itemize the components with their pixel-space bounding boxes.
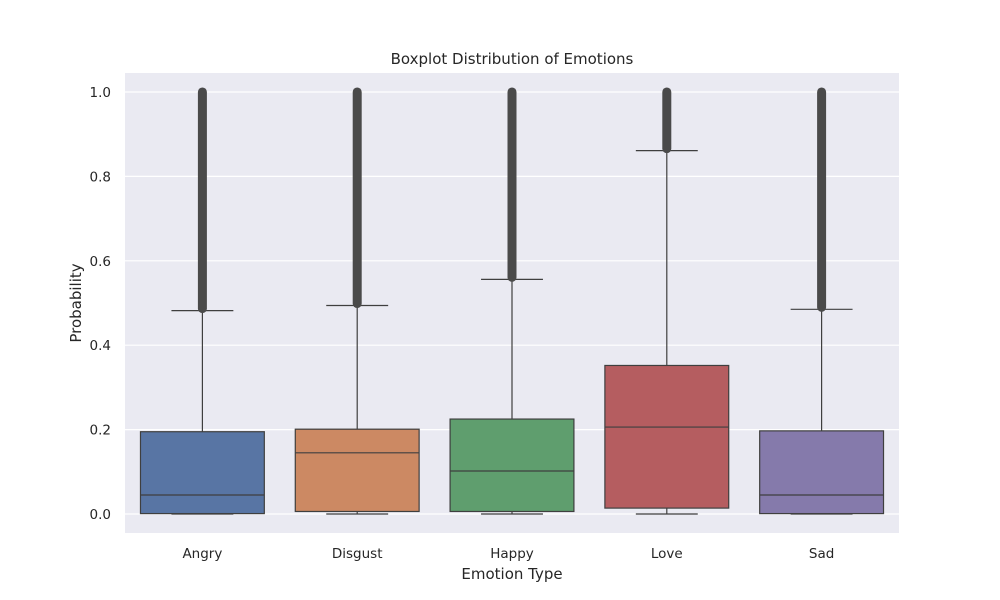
iqr-box bbox=[449, 418, 575, 513]
y-axis-ticks: 0.0 0.2 0.4 0.6 0.8 1.0 bbox=[90, 85, 111, 523]
iqr-box bbox=[139, 431, 265, 515]
x-tick-label: Angry bbox=[182, 546, 222, 562]
box-love bbox=[604, 87, 730, 515]
x-tick-label: Disgust bbox=[332, 546, 383, 562]
x-tick-label: Sad bbox=[809, 546, 834, 562]
chart-title: Boxplot Distribution of Emotions bbox=[391, 50, 634, 68]
x-tick-label: Happy bbox=[490, 546, 534, 562]
box-disgust bbox=[294, 87, 420, 515]
box-happy bbox=[449, 87, 575, 515]
y-tick-label: 0.2 bbox=[90, 423, 111, 439]
y-axis-title: Probability bbox=[67, 263, 85, 342]
iqr-box bbox=[604, 364, 730, 509]
box-sad bbox=[759, 87, 885, 515]
y-tick-label: 1.0 bbox=[90, 85, 111, 101]
y-tick-label: 0.8 bbox=[90, 169, 111, 185]
y-tick-label: 0.0 bbox=[90, 507, 111, 523]
iqr-box bbox=[759, 430, 885, 515]
box-angry bbox=[139, 87, 265, 515]
iqr-box bbox=[294, 428, 420, 513]
y-tick-label: 0.4 bbox=[90, 338, 111, 354]
x-tick-label: Love bbox=[651, 546, 683, 562]
x-axis-title: Emotion Type bbox=[461, 565, 562, 583]
boxes-layer bbox=[139, 87, 885, 515]
x-axis-ticks: Angry Disgust Happy Love Sad bbox=[182, 546, 834, 562]
y-tick-label: 0.6 bbox=[90, 254, 111, 270]
